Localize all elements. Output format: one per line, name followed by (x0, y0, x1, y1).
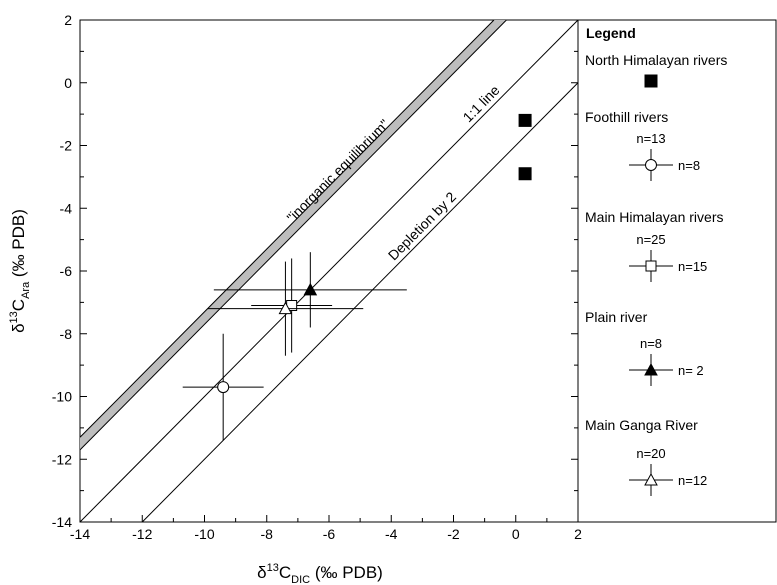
x-tick-label: 0 (512, 526, 520, 542)
reference-line (79, 19, 579, 523)
y-tick-label: 0 (64, 75, 72, 91)
legend-title: Legend (586, 25, 636, 41)
x-tick-label: 2 (574, 526, 582, 542)
x-tick-label: -14 (70, 526, 90, 542)
data-point (278, 301, 293, 315)
x-tick-label: -10 (194, 526, 214, 542)
y-tick-label: -10 (52, 389, 72, 405)
legend-n-label: n=8 (640, 336, 662, 351)
x-label-part: (‰ PDB) (310, 563, 383, 582)
legend-label: North Himalayan rivers (585, 52, 727, 68)
legend-n-label: n=25 (636, 232, 665, 247)
line-label: Depletion by 2 (385, 188, 460, 263)
y-tick-label: -14 (52, 514, 72, 530)
legend-symbol (645, 260, 657, 272)
y-tick-label: -12 (52, 451, 72, 467)
legend-n-label: n=20 (636, 446, 665, 461)
legend-label: Foothill rivers (585, 109, 668, 125)
y-tick-label: -2 (60, 138, 73, 154)
legend-symbol (645, 159, 657, 171)
x-axis-label: δ13CDIC (‰ PDB) (257, 562, 383, 585)
x-tick-label: -2 (447, 526, 460, 542)
legend-symbol (644, 472, 658, 486)
x-label-part: δ (257, 563, 266, 582)
x-tick-label: -6 (323, 526, 336, 542)
data-point (217, 381, 230, 394)
legend-n-label: n=15 (678, 259, 707, 274)
y-label-part: δ (9, 323, 28, 332)
y-tick-label: -4 (60, 200, 73, 216)
legend-symbol (644, 362, 658, 376)
data-point (518, 113, 532, 127)
reference-line (141, 82, 579, 523)
x-label-part: 13 (267, 562, 279, 574)
x-tick-label: -4 (385, 526, 398, 542)
x-tick-label: -12 (132, 526, 152, 542)
legend-n-label: n= 2 (678, 363, 704, 378)
data-point (518, 167, 532, 181)
band-edge (79, 19, 495, 438)
y-label-part: C (9, 299, 28, 311)
legend-label: Main Himalayan rivers (585, 209, 723, 225)
x-label-part: DIC (291, 574, 310, 585)
legend-symbol (644, 74, 658, 88)
y-axis-label: δ13CAra (‰ PDB) (8, 209, 32, 333)
legend-frame (577, 19, 777, 523)
y-label-part: (‰ PDB) (9, 209, 28, 282)
data-point (303, 282, 318, 296)
y-tick-label: 2 (64, 12, 72, 28)
legend-label: Plain river (585, 309, 648, 325)
legend-label: Main Ganga River (585, 417, 698, 433)
x-tick-label: -8 (261, 526, 274, 542)
y-label-part: Ara (20, 281, 32, 299)
legend-n-label: n=8 (678, 158, 700, 173)
legend-n-label: n=12 (678, 473, 707, 488)
y-tick-label: -8 (60, 326, 73, 342)
legend-n-label: n=13 (636, 131, 665, 146)
band-edge (79, 19, 507, 451)
line-label: "inorganic equilibrium" (284, 116, 393, 226)
line-label: 1:1 line (459, 82, 502, 125)
y-label-part: 13 (8, 311, 20, 323)
x-label-part: C (279, 563, 291, 582)
y-tick-label: -6 (60, 263, 73, 279)
